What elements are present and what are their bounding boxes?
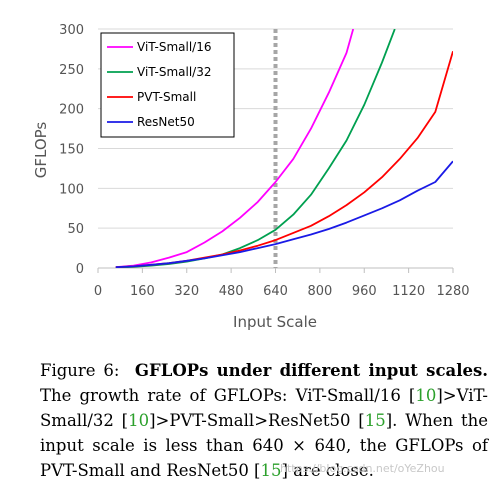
series-lines [115, 29, 453, 268]
series-line-resnet50 [115, 160, 453, 268]
caption-text-1: The growth rate of GFLOPs: ViT-Small/16 … [40, 386, 416, 405]
legend-label: PVT-Small [137, 90, 196, 104]
x-tick-label: 320 [174, 284, 199, 299]
x-tick-label: 800 [307, 284, 332, 299]
x-tick-label: 640 [263, 284, 288, 299]
y-tick-label: 250 [59, 63, 84, 78]
y-tick-label: 300 [59, 23, 84, 38]
citation-link[interactable]: 15 [260, 461, 282, 480]
citation-link[interactable]: 10 [415, 386, 437, 405]
legend-label: ResNet50 [137, 115, 195, 129]
y-tick-label: 100 [59, 182, 84, 197]
y-tick-label: 150 [59, 143, 84, 158]
caption-text-2: ]>ViT-Small/32 [ [40, 386, 488, 430]
x-tick-label: 960 [352, 284, 377, 299]
x-tick-label: 1120 [392, 284, 425, 299]
caption-text-3: ]>PVT-Small>ResNet50 [ [149, 411, 365, 430]
x-tick-label: 160 [130, 284, 155, 299]
x-tick-label: 1280 [436, 284, 469, 299]
y-tick-label: 50 [67, 222, 84, 237]
x-tick-label: 0 [94, 284, 102, 299]
legend-label: ViT-Small/16 [137, 40, 211, 54]
citation-link[interactable]: 15 [364, 411, 386, 430]
x-tick-label: 480 [219, 284, 244, 299]
gflops-line-chart: 0 50 100 150 200 250 300 0 160 320 480 640 800 960 112… [32, 23, 470, 331]
y-tick-label: 0 [76, 262, 84, 277]
legend-label: ViT-Small/32 [137, 65, 211, 79]
series-line-vit-small-16 [115, 29, 355, 268]
caption-title: GFLOPs under different input scales. [134, 361, 489, 380]
watermark: https://blog.csdn.net/oYeZhou [280, 462, 445, 475]
y-axis-label: GFLOPs [32, 122, 50, 179]
legend: ViT-Small/16 ViT-Small/32 PVT-Small ResNet5… [100, 32, 235, 138]
y-tick-label: 200 [59, 103, 84, 118]
caption-label: Figure 6: [40, 361, 120, 380]
legend-box [100, 32, 235, 138]
caption-text-4: ]. When the input scale is less than 640… [40, 411, 488, 480]
figure-caption: Figure 6: GFLOPs under different input s… [40, 358, 488, 483]
x-axis-label: Input Scale [233, 313, 317, 331]
axes: 0 50 100 150 200 250 300 0 160 320 480 640 800 960 112… [59, 23, 469, 299]
caption-text-5: ] are close. [281, 461, 374, 480]
citation-link[interactable]: 10 [128, 411, 150, 430]
